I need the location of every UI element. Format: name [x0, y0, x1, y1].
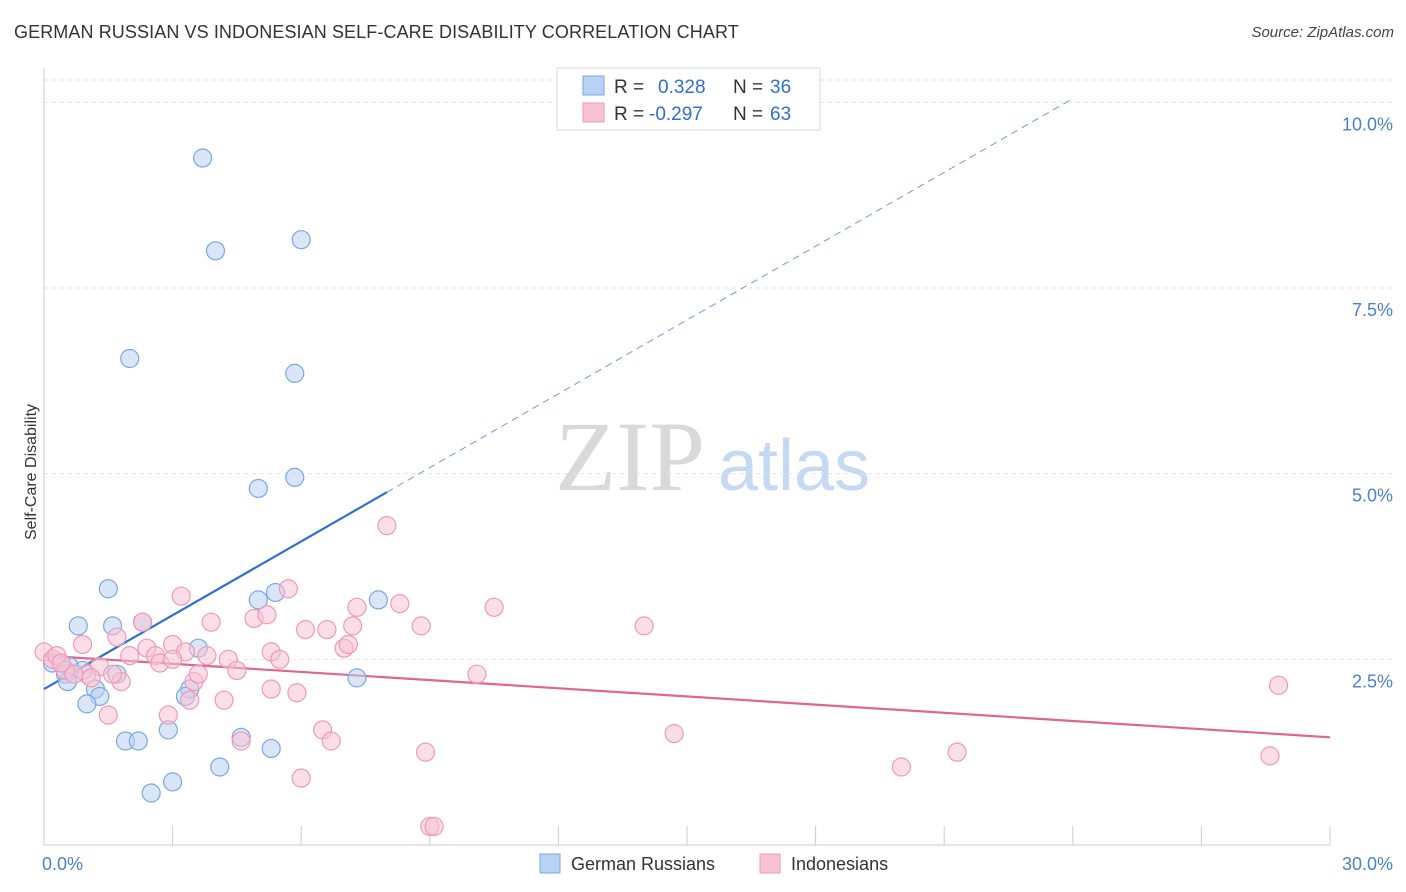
- series-legend: German Russians Indonesians: [539, 853, 888, 874]
- indonesians-point: [415, 742, 436, 762]
- indonesians-point: [188, 664, 208, 684]
- indonesians-point: [257, 605, 277, 625]
- y-tick-label-0: 2.5%: [1352, 671, 1393, 691]
- indonesians-point: [158, 705, 178, 725]
- watermark-zip: ZIP: [555, 401, 705, 512]
- german-russians-point: [261, 738, 281, 759]
- y-axis-title: Self-Care Disability: [23, 404, 40, 540]
- indonesians-point: [227, 660, 247, 681]
- series-label-indonesians: Indonesians: [791, 854, 888, 874]
- indonesians-point: [664, 723, 684, 744]
- german-russians-point: [141, 783, 161, 803]
- german-russians-point: [98, 579, 118, 599]
- x-tick-labels: 0.0% 30.0%: [42, 854, 1393, 874]
- series-label-german-russians: German Russians: [571, 854, 715, 874]
- indonesians-point: [72, 634, 93, 655]
- legend-n-value-1: 36: [770, 77, 791, 98]
- indonesians-point: [287, 683, 307, 703]
- indonesians-point: [321, 731, 341, 751]
- indonesians-point: [377, 516, 397, 536]
- indonesians-point: [347, 597, 367, 617]
- german-russians-point: [248, 478, 268, 499]
- german-russians-point: [285, 363, 305, 383]
- correlation-legend: R = 0.328 N = 36 R = -0.297 N = 63: [556, 67, 821, 131]
- indonesians-point: [634, 616, 654, 636]
- trend-line-indonesians: [43, 654, 1331, 739]
- indonesians-point: [295, 620, 316, 640]
- indonesians-point: [163, 649, 183, 669]
- indonesians-point: [51, 653, 71, 673]
- indonesians-point: [1268, 675, 1289, 695]
- legend-r-label-1: R =: [614, 77, 644, 98]
- indonesians-point: [107, 627, 127, 647]
- x-tick-label-1: 30.0%: [1342, 854, 1393, 874]
- indonesians-point: [197, 646, 217, 666]
- series-swatch-german-russians: [539, 853, 561, 874]
- y-tick-label-2: 7.5%: [1352, 300, 1393, 320]
- source-label: Source: ZipAtlas.com: [1251, 24, 1394, 41]
- legend-swatch-german-russians: [582, 75, 605, 96]
- german-russians-point: [120, 348, 140, 369]
- indonesians-point: [201, 612, 221, 632]
- legend-swatch-indonesians: [582, 102, 605, 123]
- indonesians-point: [317, 620, 337, 640]
- indonesians-point: [132, 612, 153, 632]
- indonesians-point: [484, 597, 504, 617]
- german-russians-point: [210, 757, 230, 777]
- indonesians-point: [291, 768, 311, 788]
- indonesians-point: [214, 690, 234, 710]
- german-russians-point: [205, 241, 226, 261]
- german-russians-point: [68, 616, 88, 636]
- indonesians-point: [424, 816, 444, 837]
- trend-lines: [43, 98, 1331, 739]
- data-points: [34, 148, 1289, 837]
- german-russians-point: [193, 148, 213, 168]
- y-tick-label-1: 5.0%: [1352, 486, 1393, 506]
- indonesians-point: [278, 579, 298, 599]
- indonesians-point: [467, 664, 487, 684]
- legend-r-value-2: -0.297: [649, 104, 703, 125]
- indonesians-point: [171, 586, 191, 606]
- german-russians-point: [128, 731, 148, 751]
- y-tick-label-3: 10.0%: [1342, 114, 1393, 134]
- legend-r-value-1: 0.328: [658, 77, 706, 98]
- german-russians-point: [285, 467, 305, 487]
- chart-title: GERMAN RUSSIAN VS INDONESIAN SELF-CARE D…: [14, 22, 739, 42]
- german-russians-point: [368, 590, 388, 610]
- indonesians-point: [98, 705, 118, 725]
- indonesians-point: [338, 634, 358, 655]
- series-swatch-indonesians: [759, 853, 781, 874]
- indonesians-point: [120, 646, 140, 666]
- legend-n-value-2: 63: [770, 104, 791, 125]
- watermark-atlas: atlas: [718, 426, 870, 506]
- legend-r-label-2: R =: [614, 104, 644, 125]
- indonesians-point: [343, 616, 363, 636]
- indonesians-point: [1260, 746, 1280, 766]
- trend-line-german-russians: [43, 491, 388, 690]
- watermark: ZIP atlas: [555, 401, 870, 512]
- german-russians-point: [291, 230, 311, 250]
- indonesians-point: [411, 616, 431, 636]
- german-russians-point: [347, 668, 367, 688]
- indonesians-point: [390, 594, 410, 614]
- indonesians-point: [180, 690, 200, 710]
- german-russians-point: [163, 772, 183, 792]
- indonesians-point: [231, 731, 251, 751]
- legend-n-label-1: N =: [733, 77, 763, 98]
- legend-n-label-2: N =: [733, 104, 763, 125]
- indonesians-point: [891, 757, 911, 777]
- indonesians-point: [102, 664, 123, 684]
- german-russians-point: [248, 590, 268, 610]
- indonesians-point: [947, 742, 967, 762]
- indonesians-point: [261, 679, 281, 699]
- x-tick-label-0: 0.0%: [42, 854, 83, 874]
- indonesians-point: [81, 668, 101, 688]
- indonesians-point: [270, 649, 290, 669]
- german-russians-point: [77, 694, 97, 714]
- y-tick-labels: 2.5% 5.0% 7.5% 10.0%: [1342, 114, 1393, 691]
